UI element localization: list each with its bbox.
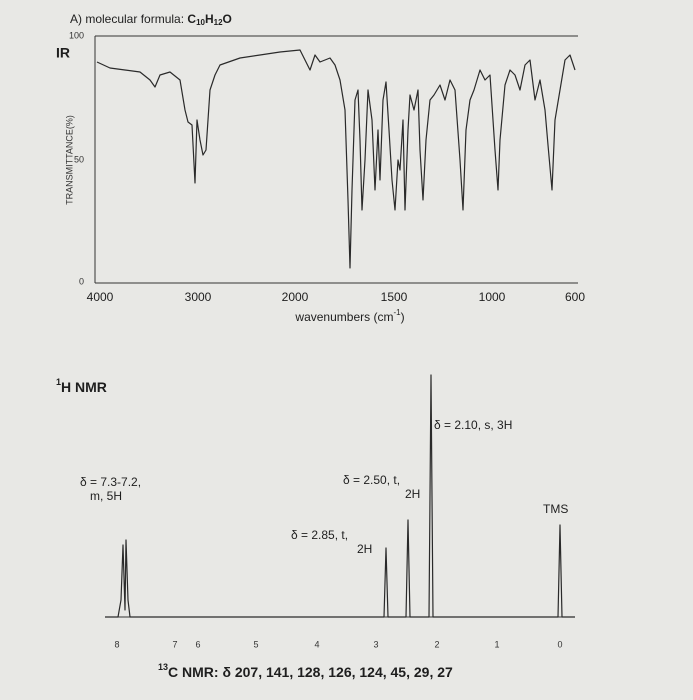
ir-x-tick: 600 — [565, 290, 585, 304]
nmr-x-tick: 7 — [172, 639, 177, 649]
ir-x-label-end: ) — [401, 310, 405, 324]
c-nmr-sup: 13 — [158, 662, 168, 672]
formula-part: O — [223, 12, 232, 26]
ir-x-label-sup: -1 — [393, 308, 401, 317]
nmr-x-tick: 1 — [494, 639, 499, 649]
nmr-x-tick: 0 — [557, 639, 562, 649]
nmr-x-tick: 3 — [373, 639, 378, 649]
ir-x-tick: 3000 — [185, 290, 212, 304]
h-nmr-label: 1H NMR — [56, 377, 107, 394]
h-nmr-sup: 1 — [56, 377, 61, 387]
ir-label: IR — [56, 45, 70, 61]
annotation: δ = 2.85, t, — [291, 528, 348, 542]
nmr-x-tick: 2 — [434, 639, 439, 649]
annotation: 2H — [357, 542, 372, 556]
formula-prefix: A) molecular formula: — [70, 12, 184, 26]
annotation: TMS — [543, 502, 568, 516]
ir-y-tick: 100 — [69, 30, 84, 40]
ir-y-tick: 50 — [74, 154, 84, 164]
ir-y-label: TRANSMITTANCE(%) — [64, 115, 74, 205]
annotation: 2H — [405, 487, 420, 501]
ir-x-label: wavenumbers (cm-1) — [294, 308, 404, 324]
ir-x-tick: 2000 — [282, 290, 309, 304]
annotation: δ = 2.10, s, 3H — [434, 418, 512, 432]
ir-spectrum — [96, 49, 576, 269]
nmr-x-tick: 8 — [114, 639, 119, 649]
nmr-x-tick: 6 — [195, 639, 200, 649]
content: A) molecular formula: C10H12O IR 100 50 … — [56, 12, 585, 680]
formula-sub: 10 — [196, 18, 205, 27]
annotation: δ = 7.3-7.2, — [80, 475, 141, 489]
formula-part: C — [187, 12, 196, 26]
ir-x-tick: 4000 — [87, 290, 114, 304]
nmr-x-tick: 5 — [253, 639, 258, 649]
formula-sub: 12 — [214, 18, 223, 27]
nmr-spectrum — [105, 374, 575, 618]
ir-y-tick: 0 — [79, 276, 84, 286]
c-nmr-text: C NMR: δ 207, 141, 128, 126, 124, 45, 29… — [168, 664, 453, 680]
ir-x-tick: 1500 — [381, 290, 408, 304]
formula-line: A) molecular formula: C10H12O — [70, 12, 232, 27]
ir-x-tick: 1000 — [479, 290, 506, 304]
annotation: δ = 2.50, t, — [343, 473, 400, 487]
c-nmr-line: 13C NMR: δ 207, 141, 128, 126, 124, 45, … — [158, 662, 453, 679]
formula-part: H — [205, 12, 214, 26]
ir-x-label-text: wavenumbers (cm — [294, 310, 393, 324]
nmr-x-tick: 4 — [314, 639, 319, 649]
h-nmr-text: H NMR — [61, 379, 107, 395]
annotation: m, 5H — [90, 489, 122, 503]
